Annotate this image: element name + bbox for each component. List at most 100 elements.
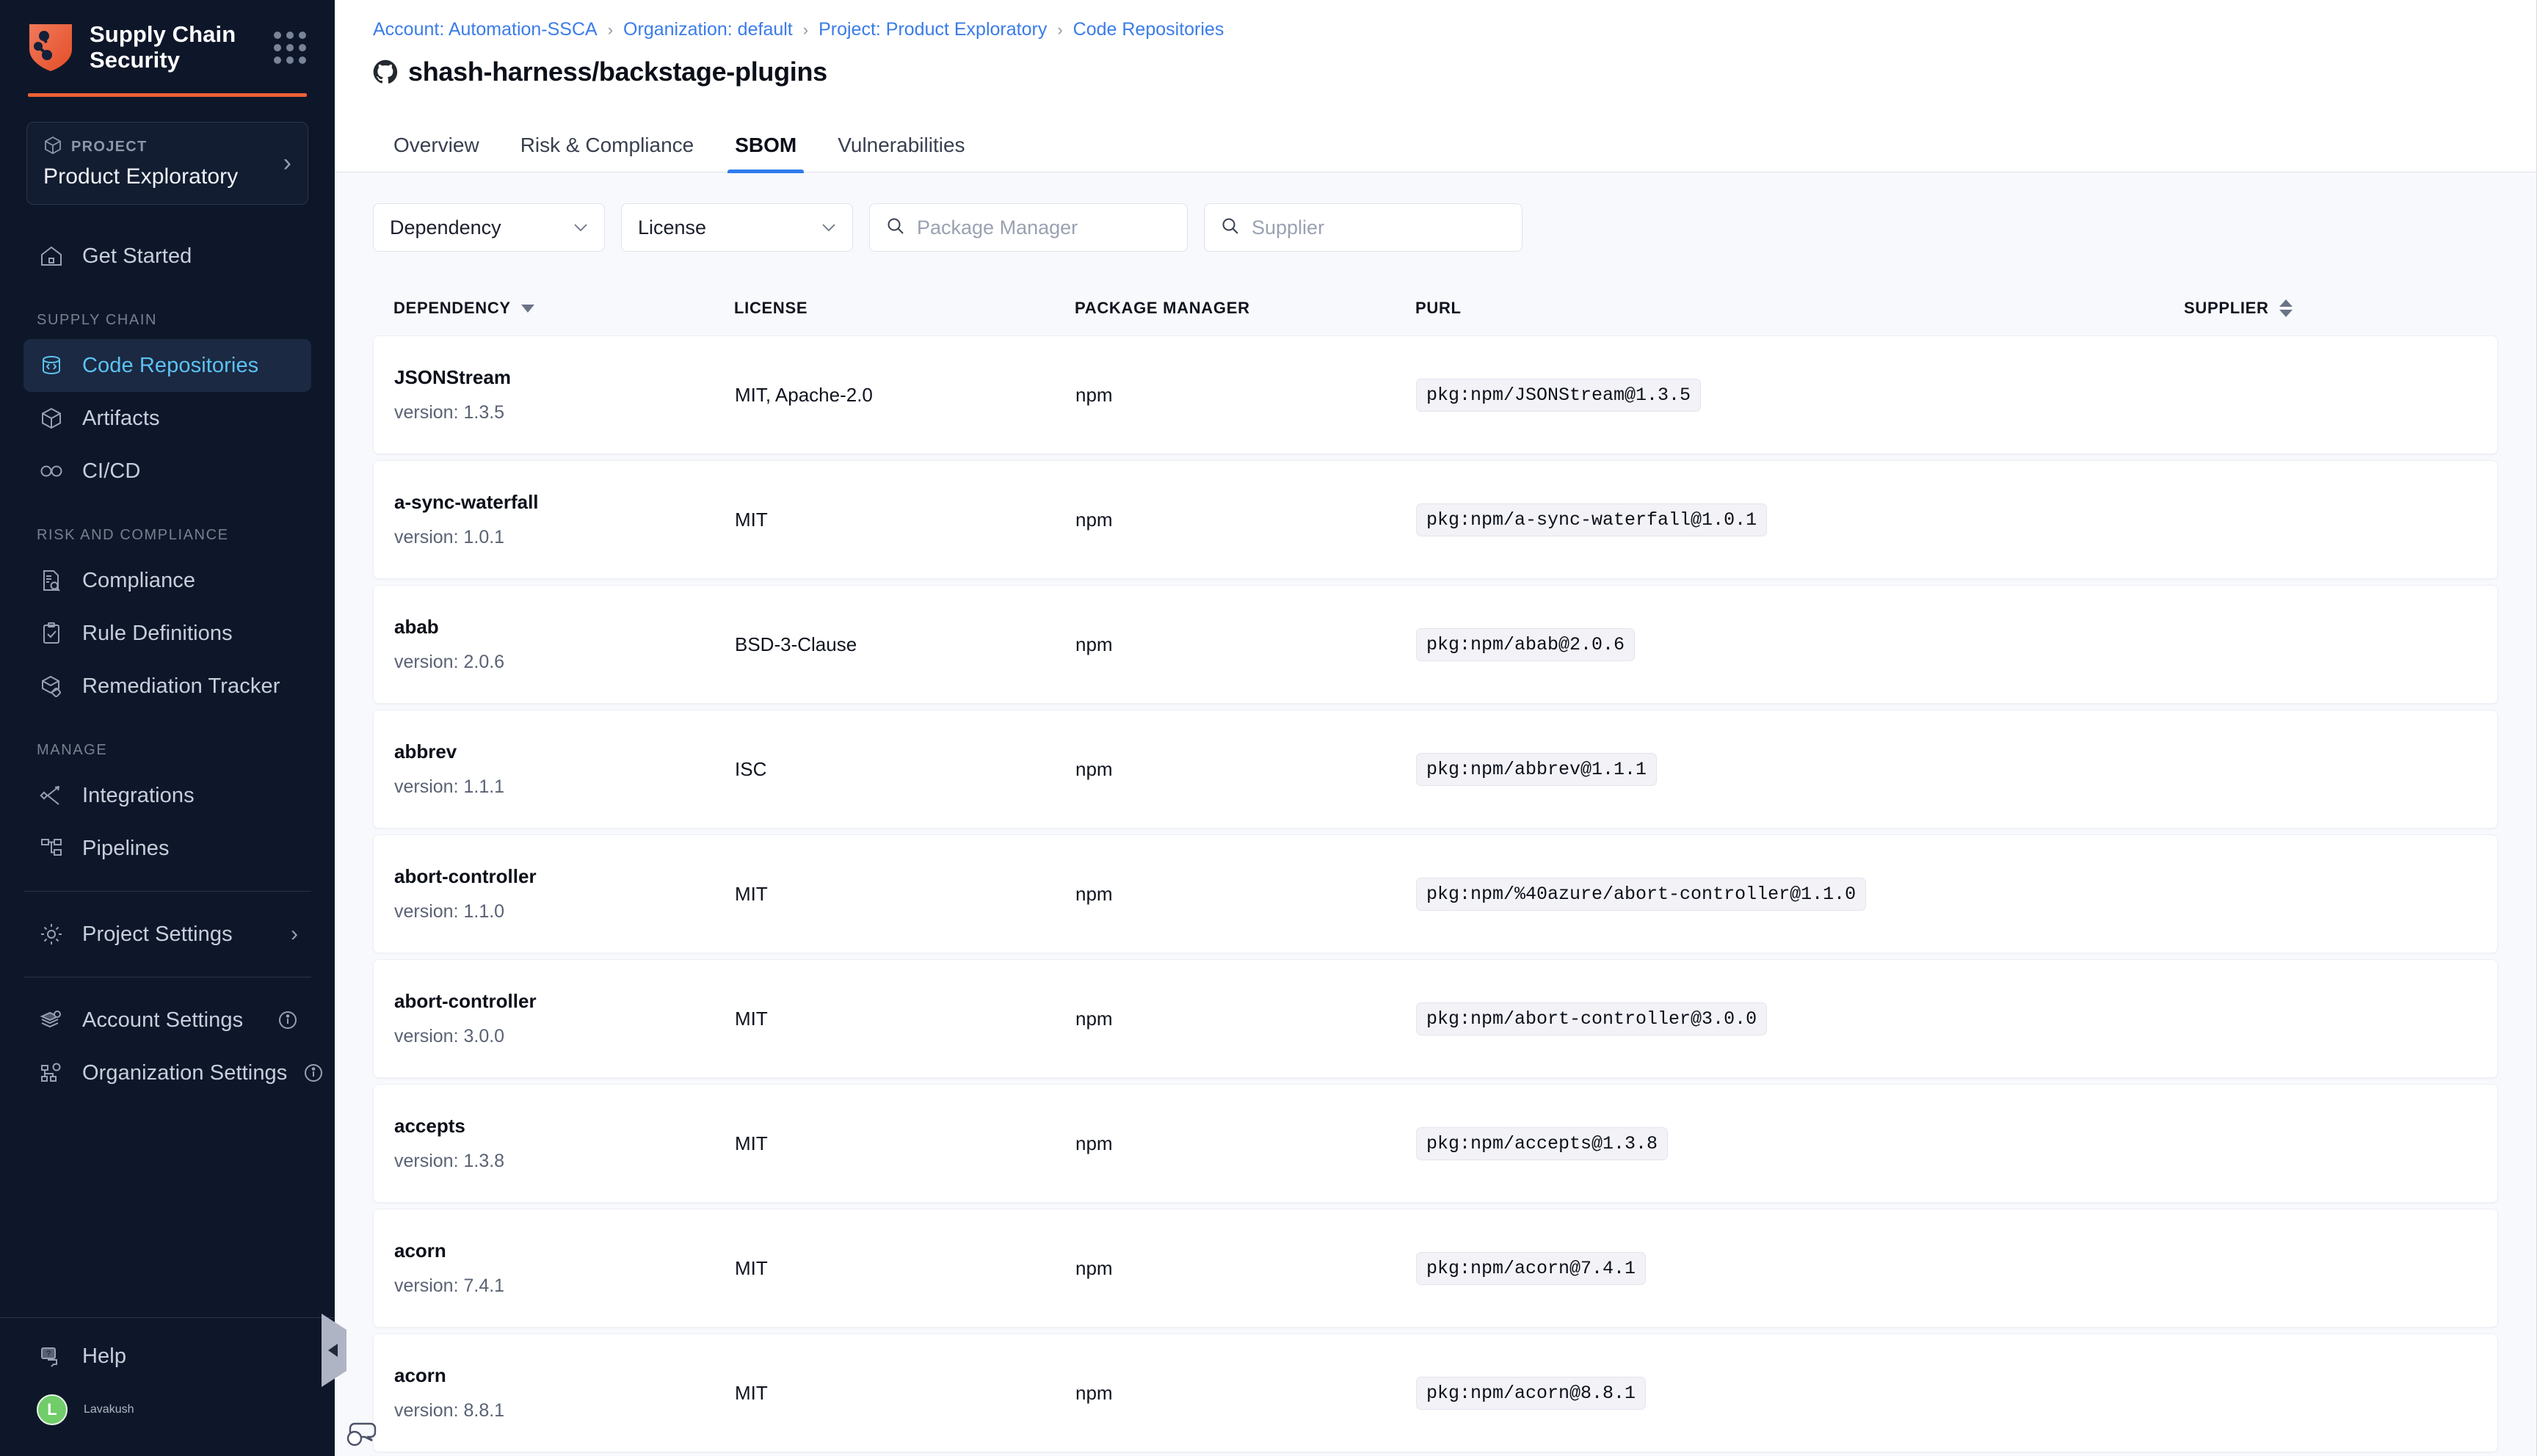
purl-badge[interactable]: pkg:npm/accepts@1.3.8 bbox=[1416, 1126, 1669, 1160]
sidebar-divider-3 bbox=[0, 1317, 335, 1318]
table-row[interactable]: JSONStream version: 1.3.5 MIT, Apache-2.0 n… bbox=[373, 335, 2498, 454]
column-header-license[interactable]: LICENSE bbox=[734, 299, 808, 317]
cell-purl: pkg:npm/acorn@7.4.1 bbox=[1416, 1251, 2183, 1285]
column-header-supplier[interactable]: SUPPLIER bbox=[2184, 299, 2478, 318]
table-row[interactable]: accepts version: 1.3.8 MIT npm pkg:npm/accep… bbox=[373, 1084, 2498, 1203]
project-label: PROJECT bbox=[71, 139, 148, 156]
table-row[interactable]: abort-controller version: 1.1.0 MIT npm pkg:… bbox=[373, 834, 2498, 953]
dependency-filter-label: Dependency bbox=[390, 216, 501, 239]
dependency-name: abort-controller bbox=[394, 865, 537, 887]
sbom-table: DEPENDENCY LICENSE PACKAGE MANAGER PURL … bbox=[373, 285, 2498, 1452]
project-selector-head: PROJECT bbox=[43, 136, 283, 159]
grid-apps-icon[interactable] bbox=[273, 31, 307, 65]
cell-dependency: abort-controller version: 3.0.0 bbox=[394, 990, 735, 1047]
dependency-version: version: 8.8.1 bbox=[394, 1400, 505, 1421]
cell-package-manager: npm bbox=[1075, 882, 1113, 905]
sort-descending-icon[interactable] bbox=[520, 304, 534, 313]
dependency-filter-select[interactable]: Dependency bbox=[373, 203, 605, 252]
purl-badge[interactable]: pkg:npm/JSONStream@1.3.5 bbox=[1416, 378, 1702, 412]
cell-dependency: JSONStream version: 1.3.5 bbox=[394, 366, 735, 423]
purl-badge[interactable]: pkg:npm/abab@2.0.6 bbox=[1416, 627, 1636, 661]
project-selector[interactable]: PROJECT Product Exploratory › bbox=[26, 122, 308, 205]
chat-bubbles-icon[interactable] bbox=[344, 1421, 377, 1447]
purl-badge[interactable]: pkg:npm/acorn@7.4.1 bbox=[1416, 1251, 1647, 1285]
dependency-name: a-sync-waterfall bbox=[394, 491, 539, 513]
user-profile[interactable]: L Lavakush bbox=[23, 1383, 311, 1437]
column-header-supplier-label: SUPPLIER bbox=[2184, 299, 2269, 317]
tab-overview[interactable]: Overview bbox=[393, 134, 479, 156]
cell-package-manager: npm bbox=[1075, 1381, 1113, 1404]
breadcrumb-item-account[interactable]: Account: Automation-SSCA bbox=[373, 19, 598, 40]
sidebar-item-project-settings[interactable]: Project Settings › bbox=[23, 908, 311, 961]
sidebar-item-ci-cd[interactable]: CI/CD bbox=[23, 445, 311, 498]
table-row[interactable]: acorn version: 7.4.1 MIT npm pkg:npm/acorn@7… bbox=[373, 1209, 2498, 1328]
package-manager-search-input[interactable] bbox=[917, 216, 1177, 239]
sidebar-item-account-settings[interactable]: Account Settings bbox=[23, 994, 311, 1046]
tab-sbom[interactable]: SBOM bbox=[714, 134, 817, 173]
supplier-search-input[interactable] bbox=[1252, 216, 1511, 239]
purl-badge[interactable]: pkg:npm/%40azure/abort-controller@1.1.0 bbox=[1416, 877, 1867, 911]
purl-badge[interactable]: pkg:npm/abbrev@1.1.1 bbox=[1416, 752, 1658, 786]
dependency-version: version: 2.0.6 bbox=[394, 652, 505, 672]
cell-package-manager: npm bbox=[1075, 633, 1113, 655]
info-icon[interactable] bbox=[277, 1010, 298, 1030]
cell-dependency: a-sync-waterfall version: 1.0.1 bbox=[394, 491, 735, 548]
brand[interactable]: Supply Chain Security bbox=[28, 21, 307, 73]
column-header-package-manager[interactable]: PACKAGE MANAGER bbox=[1075, 299, 1250, 317]
breadcrumb-item-project[interactable]: Project: Product Exploratory bbox=[819, 19, 1048, 40]
purl-badge[interactable]: pkg:npm/acorn@8.8.1 bbox=[1416, 1376, 1647, 1410]
cell-license: BSD-3-Clause bbox=[735, 633, 857, 655]
chevron-down-icon bbox=[573, 219, 588, 236]
table-body: JSONStream version: 1.3.5 MIT, Apache-2.0 n… bbox=[373, 335, 2498, 1452]
table-row[interactable]: abort-controller version: 3.0.0 MIT npm pkg:… bbox=[373, 959, 2498, 1078]
sidebar-item-organization-settings[interactable]: Organization Settings bbox=[23, 1046, 323, 1099]
project-selector-main: PROJECT Product Exploratory bbox=[43, 136, 283, 189]
table-row[interactable]: abab version: 2.0.6 BSD-3-Clause npm pkg:npm… bbox=[373, 585, 2498, 704]
sidebar-item-help[interactable]: ? Help bbox=[23, 1330, 311, 1383]
breadcrumb-item-code-repositories[interactable]: Code Repositories bbox=[1072, 19, 1224, 40]
sidebar-divider-1 bbox=[23, 891, 311, 892]
sidebar-divider-2 bbox=[23, 977, 311, 978]
column-header-purl[interactable]: PURL bbox=[1415, 299, 1462, 317]
sidebar-item-rule-definitions[interactable]: Rule Definitions bbox=[23, 607, 311, 660]
sidebar-item-compliance[interactable]: Compliance bbox=[23, 554, 311, 607]
cell-license: MIT bbox=[735, 1381, 768, 1404]
clipboard-check-icon bbox=[37, 619, 66, 648]
sidebar-item-label: Integrations bbox=[82, 783, 195, 807]
tab-vulnerabilities[interactable]: Vulnerabilities bbox=[838, 134, 965, 156]
sidebar-item-pipelines[interactable]: Pipelines bbox=[23, 822, 311, 875]
cell-package-manager: npm bbox=[1075, 508, 1113, 531]
brand-accent-rule bbox=[28, 93, 307, 98]
sidebar-item-integrations[interactable]: Integrations bbox=[23, 769, 311, 822]
cell-package-manager: npm bbox=[1075, 383, 1113, 406]
license-filter-select[interactable]: License bbox=[621, 203, 853, 252]
sidebar-item-artifacts[interactable]: Artifacts bbox=[23, 392, 311, 445]
breadcrumb-item-organization[interactable]: Organization: default bbox=[623, 19, 793, 40]
cell-license: MIT bbox=[735, 882, 768, 905]
svg-text:?: ? bbox=[46, 1350, 51, 1358]
supplier-search[interactable] bbox=[1204, 203, 1522, 252]
sidebar-item-label: Pipelines bbox=[82, 836, 170, 860]
sidebar-item-remediation-tracker[interactable]: Remediation Tracker bbox=[23, 660, 311, 713]
package-manager-search[interactable] bbox=[869, 203, 1188, 252]
repo-title-text: shash-harness/backstage-plugins bbox=[408, 57, 827, 87]
column-header-dependency[interactable]: DEPENDENCY bbox=[393, 299, 734, 318]
sidebar-item-code-repositories[interactable]: Code Repositories bbox=[23, 339, 311, 393]
sidebar-section-manage: MANAGE bbox=[37, 742, 108, 759]
purl-badge[interactable]: pkg:npm/abort-controller@3.0.0 bbox=[1416, 1002, 1768, 1035]
project-value: Product Exploratory bbox=[43, 164, 239, 189]
table-row[interactable]: acorn version: 8.8.1 MIT npm pkg:npm/acorn@8… bbox=[373, 1333, 2498, 1452]
purl-badge[interactable]: pkg:npm/a-sync-waterfall@1.0.1 bbox=[1416, 503, 1768, 536]
info-icon[interactable] bbox=[303, 1063, 324, 1083]
gear-icon bbox=[37, 920, 66, 949]
sort-toggle-icon[interactable] bbox=[2279, 299, 2293, 317]
tab-risk-and-compliance[interactable]: Risk & Compliance bbox=[520, 134, 694, 156]
home-icon bbox=[37, 241, 66, 271]
avatar: L bbox=[37, 1394, 68, 1425]
sidebar-item-get-started[interactable]: Get Started bbox=[23, 230, 311, 283]
cell-dependency: abort-controller version: 1.1.0 bbox=[394, 865, 735, 922]
table-row[interactable]: abbrev version: 1.1.1 ISC npm pkg:npm/abbrev… bbox=[373, 710, 2498, 829]
breadcrumb-separator: › bbox=[802, 20, 809, 39]
table-row[interactable]: a-sync-waterfall version: 1.0.1 MIT npm pkg:… bbox=[373, 460, 2498, 579]
